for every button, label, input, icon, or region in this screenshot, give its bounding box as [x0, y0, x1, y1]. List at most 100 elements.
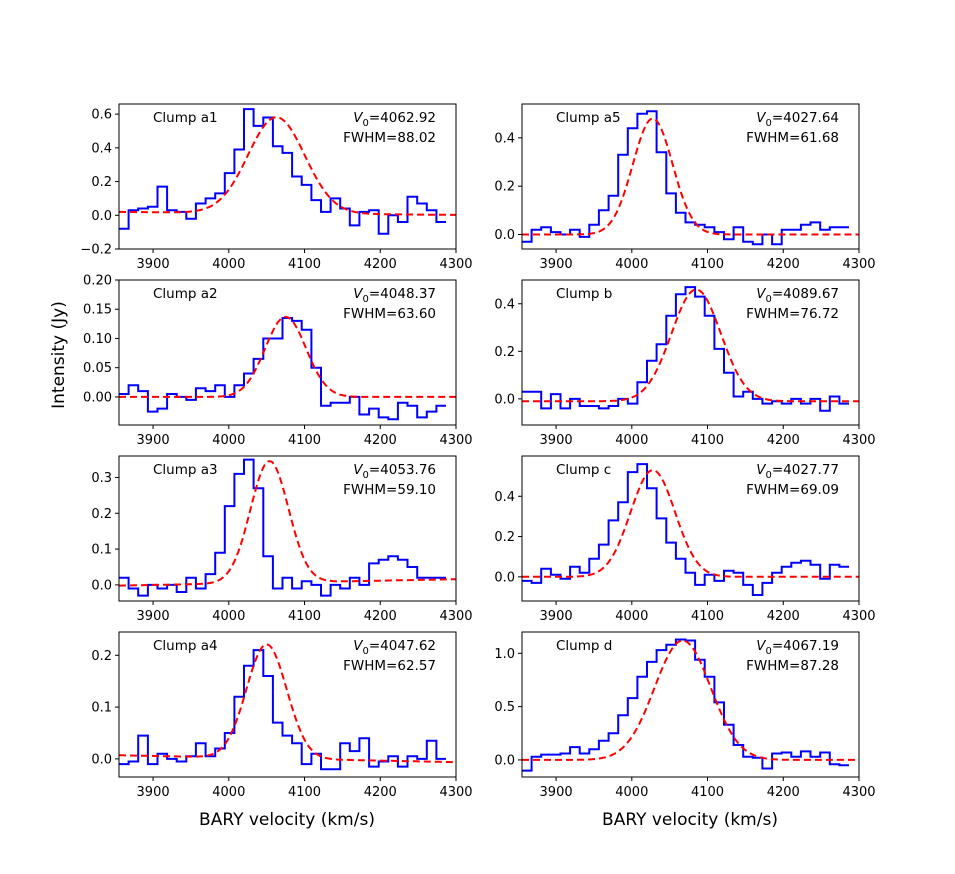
- x-tick-label-a1-4300: 4300: [439, 257, 472, 272]
- x-tick-label-b-4100: 4100: [691, 433, 724, 448]
- y-tick-label-d-1: 0.5: [494, 700, 515, 715]
- y-tick-label-a5-0: 0.0: [494, 228, 515, 243]
- y-tick-label-a1-3: 0.4: [91, 141, 112, 156]
- axes-frame-a3: [118, 455, 457, 602]
- v0-annotation-a1: V0=4062.92: [353, 110, 436, 129]
- x-tick-label-a2-4300: 4300: [439, 433, 472, 448]
- x-tick-label-d-4000: 4000: [615, 785, 648, 800]
- gaussian-fit-a5: [522, 117, 859, 236]
- x-tick-label-a4-4100: 4100: [288, 785, 321, 800]
- gaussian-fit-a1: [119, 116, 456, 216]
- x-tick-label-a5-4100: 4100: [691, 257, 724, 272]
- x-tick-label-c-4300: 4300: [842, 609, 875, 624]
- x-tick-label-a1-4100: 4100: [288, 257, 321, 272]
- x-tick-label-a4-3900: 3900: [137, 785, 170, 800]
- fwhm-annotation-a3: FWHM=59.10: [343, 482, 436, 498]
- x-tick-label-c-4100: 4100: [691, 609, 724, 624]
- y-tick-label-a5-2: 0.4: [494, 131, 515, 146]
- x-tick-label-a2-4100: 4100: [288, 433, 321, 448]
- panel-title-c: Clump c: [556, 462, 611, 478]
- fwhm-annotation-b: FWHM=76.72: [746, 306, 839, 322]
- gaussian-fit-d: [522, 639, 859, 761]
- v0-value-a5: =4027.64: [772, 110, 839, 126]
- y-tick-label-c-1: 0.2: [494, 530, 515, 545]
- axes-frame-a2: [118, 279, 457, 426]
- y-tick-label-a3-3: 0.3: [91, 471, 112, 486]
- x-tick-label-c-4200: 4200: [767, 609, 800, 624]
- x-tick-label-b-3900: 3900: [540, 433, 573, 448]
- x-tick-label-d-4300: 4300: [842, 785, 875, 800]
- fwhm-annotation-a1: FWHM=88.02: [343, 130, 436, 146]
- x-tick-label-a3-4000: 4000: [212, 609, 245, 624]
- y-tick-label-a2-1: 0.05: [83, 361, 112, 376]
- v0-symbol-d: V: [756, 638, 767, 654]
- panel-title-a3: Clump a3: [153, 462, 218, 478]
- y-tick-label-a1-0: −0.2: [80, 243, 112, 258]
- v0-symbol-a4: V: [353, 638, 364, 654]
- gaussian-fit-b: [522, 288, 859, 403]
- v0-symbol-c: V: [756, 462, 767, 478]
- v0-annotation-a2: V0=4048.37: [353, 286, 436, 305]
- x-tick-label-a3-4200: 4200: [364, 609, 397, 624]
- y-tick-label-a3-0: 0.0: [91, 578, 112, 593]
- gaussian-fit-a3: [119, 460, 456, 587]
- x-tick-label-c-3900: 3900: [540, 609, 573, 624]
- v0-subscript-a3: 0: [362, 470, 368, 481]
- x-tick-label-d-4200: 4200: [767, 785, 800, 800]
- v0-subscript-a4: 0: [362, 646, 368, 657]
- y-tick-label-a3-2: 0.2: [91, 507, 112, 522]
- y-tick-label-a3-1: 0.1: [91, 543, 112, 558]
- x-tick-label-a3-4300: 4300: [439, 609, 472, 624]
- x-axis-title-left: BARY velocity (km/s): [199, 810, 375, 830]
- x-tick-label-a4-4200: 4200: [364, 785, 397, 800]
- v0-value-a3: =4053.76: [369, 462, 436, 478]
- y-tick-label-a4-2: 0.2: [91, 649, 112, 664]
- y-tick-label-c-2: 0.4: [494, 490, 515, 505]
- axes-frame-a5: [521, 103, 860, 250]
- v0-symbol-b: V: [756, 286, 767, 302]
- x-tick-label-a1-3900: 3900: [137, 257, 170, 272]
- y-tick-label-a2-3: 0.15: [83, 303, 112, 318]
- panel-clump-b: 3900 4000 4100 4200 4300 0.0 0.2 0.4 Clump b V0=4…: [494, 279, 876, 448]
- panel-clump-a1: 3900 4000 4100 4200 4300 −0.2 0.0 0.2 0.4 0.6 Clum…: [80, 103, 473, 272]
- x-tick-label-a5-4200: 4200: [767, 257, 800, 272]
- v0-subscript-a5: 0: [765, 118, 771, 129]
- axes-frame-a1: [118, 103, 457, 250]
- x-tick-label-b-4000: 4000: [615, 433, 648, 448]
- v0-symbol-a2: V: [353, 286, 364, 302]
- v0-annotation-c: V0=4027.77: [756, 462, 839, 481]
- v0-annotation-a4: V0=4047.62: [353, 638, 436, 657]
- v0-value-b: =4089.67: [772, 286, 839, 302]
- x-tick-label-d-4100: 4100: [691, 785, 724, 800]
- x-tick-label-a3-4100: 4100: [288, 609, 321, 624]
- x-tick-label-a5-4000: 4000: [615, 257, 648, 272]
- panel-clump-d: 3900 4000 4100 4200 4300 0.0 0.5 1.0 Clump d V0=4…: [494, 631, 876, 800]
- fwhm-annotation-d: FWHM=87.28: [746, 658, 839, 674]
- v0-value-a4: =4047.62: [369, 638, 436, 654]
- y-tick-label-a1-2: 0.2: [91, 175, 112, 190]
- axes-frame-b: [521, 279, 860, 426]
- axes-frame-a4: [118, 631, 457, 778]
- v0-symbol-a1: V: [353, 110, 364, 126]
- observed-spectrum-a1: [119, 108, 446, 235]
- observed-spectrum-b: [522, 286, 849, 412]
- v0-value-a2: =4048.37: [369, 286, 436, 302]
- x-tick-label-b-4200: 4200: [767, 433, 800, 448]
- panel-clump-a5: 3900 4000 4100 4200 4300 0.0 0.2 0.4 Clump a5 V0=…: [494, 103, 876, 272]
- x-tick-label-a5-4300: 4300: [842, 257, 875, 272]
- fwhm-annotation-a2: FWHM=63.60: [343, 306, 436, 322]
- v0-value-d: =4067.19: [772, 638, 839, 654]
- x-tick-label-a2-4200: 4200: [364, 433, 397, 448]
- v0-annotation-b: V0=4089.67: [756, 286, 839, 305]
- x-tick-label-a2-4000: 4000: [212, 433, 245, 448]
- x-tick-label-c-4000: 4000: [615, 609, 648, 624]
- gaussian-fit-a2: [119, 315, 456, 398]
- x-tick-label-a4-4300: 4300: [439, 785, 472, 800]
- fwhm-annotation-a5: FWHM=61.68: [746, 130, 839, 146]
- observed-spectrum-a5: [522, 110, 849, 246]
- x-tick-label-a3-3900: 3900: [137, 609, 170, 624]
- v0-annotation-a3: V0=4053.76: [353, 462, 436, 481]
- panel-clump-c: 3900 4000 4100 4200 4300 0.0 0.2 0.4 Clump c V0=4…: [494, 455, 876, 624]
- v0-value-a1: =4062.92: [369, 110, 436, 126]
- y-axis-title: Intensity (Jy): [49, 301, 69, 409]
